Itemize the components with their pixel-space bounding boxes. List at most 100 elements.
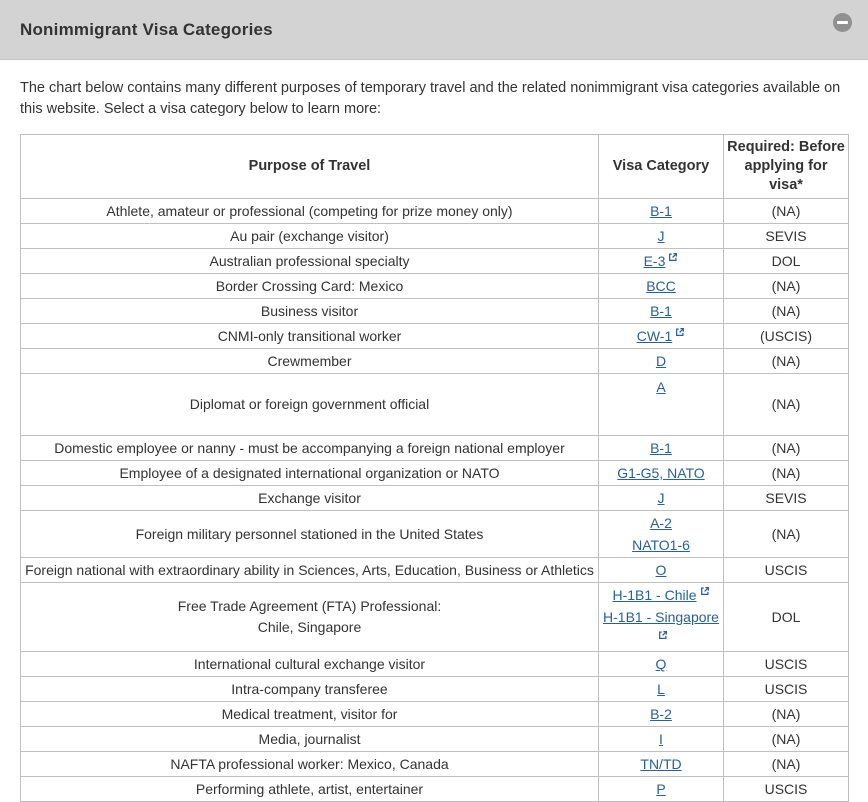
visa-line: A-2 [602,512,720,534]
visa-category-cell: E-3 [598,248,724,274]
visa-line: NATO1-6 [602,534,720,556]
visa-link[interactable]: D [655,353,667,369]
visa-link[interactable]: E-3 [643,253,666,269]
required-before-applying-cell: (USCIS) [723,323,849,349]
visa-category-cell: B-1 [598,435,724,461]
visa-line: J [602,225,720,247]
table-row: Employee of a designated international o… [20,460,849,486]
visa-line: B-1 [602,200,720,222]
purpose-of-travel-cell: Athlete, amateur or professional (compet… [20,198,599,224]
visa-link[interactable]: J [657,490,665,506]
visa-category-cell: Q [598,651,724,677]
required-before-applying-cell: (NA) [723,373,849,436]
required-before-applying-cell: USCIS [723,676,849,702]
required-before-applying-cell: DOL [723,248,849,274]
purpose-of-travel-cell: Free Trade Agreement (FTA) Professional:… [20,582,599,652]
column-header-visa-category: Visa Category [598,134,724,199]
purpose-of-travel-cell: Performing athlete, artist, entertainer [20,776,599,802]
visa-line: E-3 [602,250,720,272]
visa-link[interactable]: Q [655,656,667,672]
visa-category-cell: H-1B1 - Chile H-1B1 - Singapore [598,582,724,652]
purpose-of-travel-cell: Employee of a designated international o… [20,460,599,486]
purpose-of-travel-cell: Intra-company transferee [20,676,599,702]
table-row: Free Trade Agreement (FTA) Professional:… [20,582,849,652]
purpose-of-travel-cell: Foreign national with extraordinary abil… [20,557,599,583]
visa-line: O [602,559,720,581]
collapse-button[interactable] [833,13,852,32]
required-before-applying-cell: (NA) [723,701,849,727]
visa-link[interactable]: I [659,731,663,747]
required-before-applying-cell: (NA) [723,298,849,324]
required-before-applying-cell: DOL [723,582,849,652]
column-header-purpose: Purpose of Travel [20,134,599,199]
visa-category-cell: B-2 [598,701,724,727]
visa-category-cell: J [598,485,724,511]
table-row: Foreign national with extraordinary abil… [20,557,849,583]
required-before-applying-cell: USCIS [723,651,849,677]
visa-link[interactable]: B-2 [650,706,672,722]
required-before-applying-cell: SEVIS [723,223,849,249]
visa-link[interactable]: CW-1 [636,328,673,344]
purpose-of-travel-cell: Media, journalist [20,726,599,752]
table-row: Performing athlete, artist, entertainer P… [20,776,849,802]
visa-line: B-1 [602,437,720,459]
required-before-applying-cell: (NA) [723,435,849,461]
visa-line: H-1B1 - Singapore [602,606,720,650]
table-row: CNMI-only transitional worker CW-1 (USCIS) [20,323,849,349]
visa-line: CW-1 [602,325,720,347]
visa-link[interactable]: H-1B1 - Chile [612,587,697,603]
visa-link[interactable]: B-1 [650,203,672,219]
purpose-of-travel-cell: Diplomat or foreign government official [20,373,599,436]
purpose-of-travel-cell: CNMI-only transitional worker [20,323,599,349]
panel-header: Nonimmigrant Visa Categories [0,0,868,60]
required-before-applying-cell: (NA) [723,348,849,374]
visa-line: TN/TD [602,753,720,775]
visa-category-cell: B-1 [598,198,724,224]
visa-link[interactable]: P [656,781,666,797]
table-row: Exchange visitor J SEVIS [20,485,849,511]
visa-category-cell: I [598,726,724,752]
visa-line: A [602,376,720,398]
minus-icon [837,21,848,24]
visa-line: L [602,678,720,700]
visa-category-cell: A [598,373,724,436]
visa-line: B-1 [602,300,720,322]
visa-link[interactable]: B-1 [650,440,672,456]
visa-link[interactable]: B-1 [650,303,672,319]
required-before-applying-cell: (NA) [723,726,849,752]
table-row: Business visitor B-1 (NA) [20,298,849,324]
purpose-of-travel-cell: Business visitor [20,298,599,324]
visa-link[interactable]: TN/TD [640,756,682,772]
visa-link[interactable]: A [656,379,666,395]
visa-link[interactable]: NATO1-6 [632,537,690,553]
visa-line: G1-G5, NATO [602,462,720,484]
visa-link[interactable]: J [657,228,665,244]
table-header-row: Purpose of Travel Visa Category Required… [20,134,849,199]
required-before-applying-cell: (NA) [723,460,849,486]
purpose-of-travel-cell: Au pair (exchange visitor) [20,223,599,249]
visa-link[interactable]: A-2 [650,515,672,531]
visa-line: P [602,778,720,800]
external-link-icon [676,328,685,336]
visa-category-cell: A-2 NATO1-6 [598,510,724,558]
visa-link[interactable]: H-1B1 - Singapore [603,609,719,625]
visa-category-cell: CW-1 [598,323,724,349]
table-row: Media, journalist I (NA) [20,726,849,752]
table-row: Crewmember D (NA) [20,348,849,374]
visa-category-cell: G1-G5, NATO [598,460,724,486]
visa-link[interactable]: BCC [646,278,676,294]
purpose-of-travel-cell: Exchange visitor [20,485,599,511]
purpose-of-travel-cell: Australian professional specialty [20,248,599,274]
visa-line: B-2 [602,703,720,725]
purpose-of-travel-cell: International cultural exchange visitor [20,651,599,677]
required-before-applying-cell: (NA) [723,751,849,777]
visa-link[interactable]: O [655,562,667,578]
visa-link[interactable]: L [657,681,665,697]
visa-category-cell: L [598,676,724,702]
visa-category-cell: O [598,557,724,583]
required-before-applying-cell: USCIS [723,557,849,583]
visa-line: BCC [602,275,720,297]
visa-line: J [602,487,720,509]
visa-link[interactable]: G1-G5, NATO [617,465,705,481]
external-link-icon [658,631,667,639]
